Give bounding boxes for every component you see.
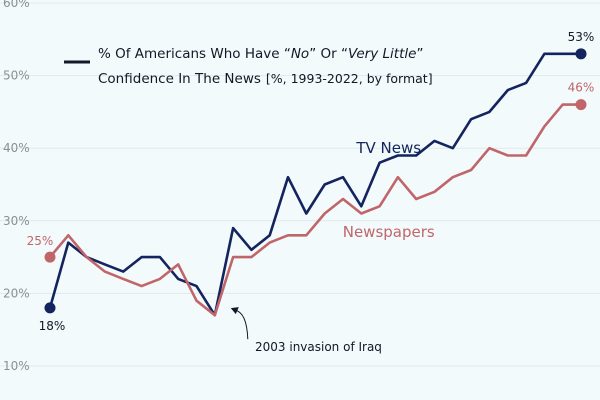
y-tick-label: 10%	[3, 359, 30, 373]
series-lines	[44, 48, 587, 317]
y-tick-label: 40%	[3, 141, 30, 155]
y-tick-label: 20%	[3, 286, 30, 300]
annotation-iraq-invasion: 2003 invasion of Iraq	[255, 340, 382, 354]
chart-title: % Of Americans Who Have “No” Or “Very Li…	[98, 46, 423, 62]
y-axis-ticks: 10% 20% 30% 40% 50% 60%	[3, 0, 30, 373]
chart-subtitle: Confidence In The News [%, 1993-2022, by …	[98, 71, 433, 87]
y-tick-label: 50%	[3, 69, 30, 83]
start-label-tv-news: 18%	[39, 319, 66, 333]
legend: % Of Americans Who Have “No” Or “Very Li…	[64, 46, 433, 87]
end-point-tv-news	[575, 48, 587, 60]
series-line-newspapers	[48, 103, 583, 317]
y-tick-label: 30%	[3, 214, 30, 228]
annotation-arrowhead-icon	[230, 307, 239, 315]
series-label-newspapers: Newspapers	[343, 223, 435, 241]
end-label-tv-news: 53%	[568, 30, 595, 44]
series-line-tv-news	[48, 52, 583, 317]
annotations: 2003 invasion of Iraq	[230, 307, 382, 354]
start-point-tv-news	[44, 302, 56, 314]
annotation-arrow-icon	[234, 309, 249, 340]
end-point-newspapers	[575, 99, 587, 111]
end-label-newspapers: 46%	[568, 81, 595, 95]
start-point-newspapers	[44, 251, 56, 263]
start-label-newspapers: 25%	[27, 234, 54, 248]
gridlines	[0, 2, 600, 367]
y-tick-label: 60%	[3, 0, 30, 10]
endpoint-labels: 18% 53% TV News 25% 46% Newspapers	[27, 30, 595, 333]
series-label-tv-news: TV News	[355, 139, 421, 157]
